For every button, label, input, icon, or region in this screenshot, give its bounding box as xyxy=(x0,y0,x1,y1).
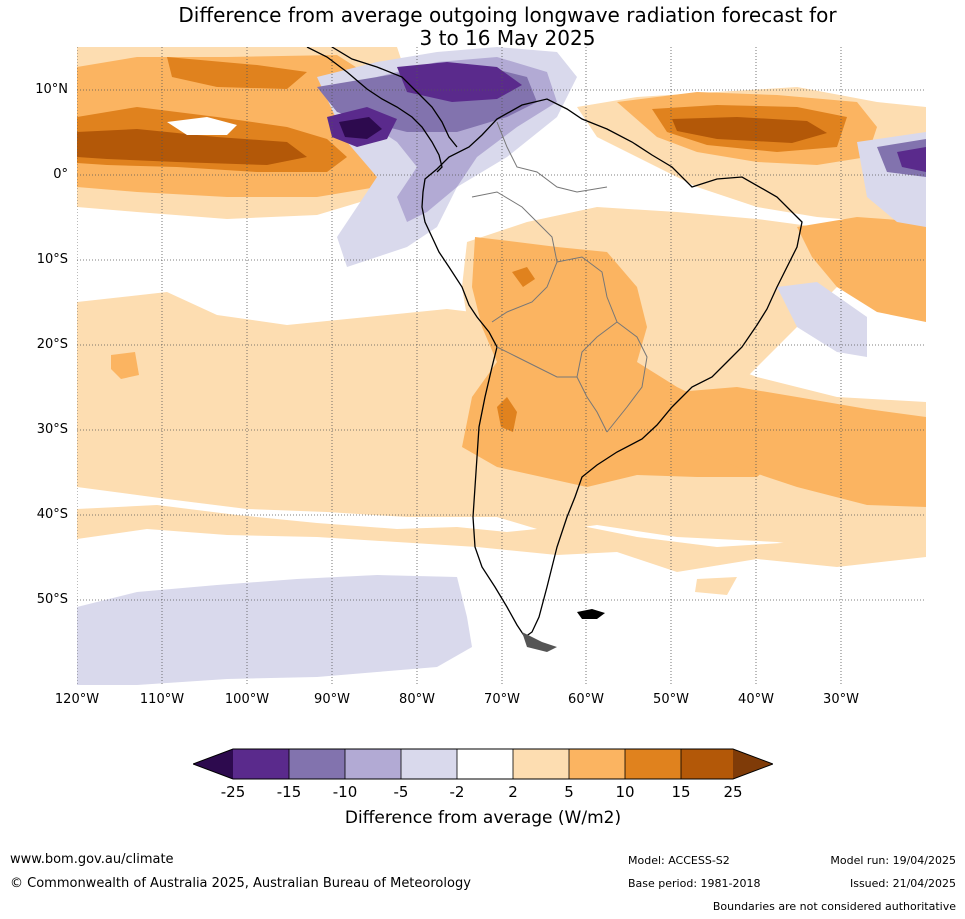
lon-label-100w: 100°W xyxy=(224,692,270,707)
colorbar-outline xyxy=(193,748,773,780)
colorbar-tick-5: 5 xyxy=(564,783,574,801)
footer-base-period: Base period: 1981-2018 xyxy=(628,877,761,890)
lat-label-0: 0° xyxy=(53,167,68,182)
lon-label-90w: 90°W xyxy=(314,692,350,707)
colorbar-tick-15: 15 xyxy=(671,783,691,801)
lat-label-10n: 10°N xyxy=(35,82,68,97)
lon-label-110w: 110°W xyxy=(139,692,185,707)
colorbar-segment-9 xyxy=(681,749,733,779)
colorbar-segment-8 xyxy=(625,749,681,779)
colorbar-tick-minus-5: -5 xyxy=(393,783,409,801)
anomaly-region-south-atlantic-tropical-positive xyxy=(797,217,926,322)
anomaly-region-southern-ocean-negative xyxy=(77,575,472,685)
colorbar-tick-10: 10 xyxy=(615,783,635,801)
colorbar-tick-25: 25 xyxy=(723,783,743,801)
colorbar-tick-2: 2 xyxy=(508,783,518,801)
colorbar-dividers xyxy=(288,749,682,779)
colorbar-tick-minus-10: -10 xyxy=(332,783,358,801)
graticule xyxy=(77,47,926,685)
anomaly-region-east-pacific-very-strong xyxy=(77,129,307,165)
falkland-islands xyxy=(577,609,605,619)
footer-issued: Issued: 21/04/2025 xyxy=(849,877,956,890)
footer-model: Model: ACCESS-S2 xyxy=(628,854,730,867)
colorbar-segment-3 xyxy=(345,749,401,779)
map-title: Difference from average outgoing longwav… xyxy=(0,4,965,50)
title-line-2: 3 to 16 May 2025 xyxy=(419,26,596,50)
footer-url[interactable]: www.bom.gov.au/climate xyxy=(10,852,174,867)
colorbar-segment-6 xyxy=(513,749,569,779)
anomaly-region-south-atlantic-positive xyxy=(77,505,926,572)
lon-label-70w: 70°W xyxy=(484,692,520,707)
lon-label-80w: 80°W xyxy=(399,692,435,707)
anomaly-map-svg xyxy=(77,47,926,685)
anomaly-region-equatorial-atlantic-very-strong xyxy=(672,117,827,143)
anomaly-region-brazil-coast-negative xyxy=(777,282,867,357)
footer-model-run: Model run: 19/04/2025 xyxy=(830,854,956,867)
colorbar xyxy=(193,748,773,780)
anomaly-region-central-america-extreme-core xyxy=(339,117,382,139)
colorbar-tick-minus-15: -15 xyxy=(276,783,302,801)
footer-copyright: © Commonwealth of Australia 2025, Austra… xyxy=(10,876,471,891)
colorbar-segment-1 xyxy=(233,749,289,779)
lon-label-60w: 60°W xyxy=(568,692,604,707)
colorbar-label: Difference from average (W/m2) xyxy=(344,808,622,828)
anomaly-region-east-pacific-strong-2 xyxy=(167,57,307,89)
lat-label-30s: 30°S xyxy=(36,422,68,437)
colorbar-extend-low xyxy=(193,749,233,779)
lat-label-20s: 20°S xyxy=(36,337,68,352)
lon-label-40w: 40°W xyxy=(738,692,774,707)
lat-label-50s: 50°S xyxy=(36,592,68,607)
anomaly-map xyxy=(77,47,926,685)
south-america-country-borders xyxy=(471,121,648,433)
anomaly-region-central-america-very-strong-negative xyxy=(397,62,522,102)
lon-label-120w: 120°W xyxy=(54,692,100,707)
anomaly-region-atlantic-east-strong-negative xyxy=(897,147,926,172)
colorbar-extend-high xyxy=(733,749,773,779)
anomaly-region-subtropical-atlantic-positive xyxy=(677,387,926,507)
lat-label-10s: 10°S xyxy=(36,252,68,267)
central-america-coastline xyxy=(306,47,458,173)
anomaly-region-pacific-spot-positive xyxy=(111,352,139,379)
colorbar-tick-minus-25: -25 xyxy=(220,783,246,801)
colorbar-segment-4 xyxy=(401,749,457,779)
colorbar-tick-minus-2: -2 xyxy=(449,783,465,801)
colorbar-segment-7 xyxy=(569,749,625,779)
anomaly-region-south-atlantic-positive-2 xyxy=(695,577,737,595)
title-line-1: Difference from average outgoing longwav… xyxy=(178,3,837,27)
anomaly-region-pacific-cool-pocket xyxy=(167,117,237,135)
south-america-coastline xyxy=(421,98,803,638)
lon-label-30w: 30°W xyxy=(823,692,859,707)
colorbar-segment-2 xyxy=(289,749,345,779)
lat-label-40s: 40°S xyxy=(36,507,68,522)
footer-disclaimer: Boundaries are not considered authoritat… xyxy=(712,900,956,913)
tierra-del-fuego xyxy=(522,632,557,652)
anomaly-region-andes-positive xyxy=(497,397,517,432)
anomaly-region-bolivia-positive xyxy=(512,267,535,287)
lon-label-50w: 50°W xyxy=(653,692,689,707)
colorbar-segment-5 xyxy=(457,749,513,779)
